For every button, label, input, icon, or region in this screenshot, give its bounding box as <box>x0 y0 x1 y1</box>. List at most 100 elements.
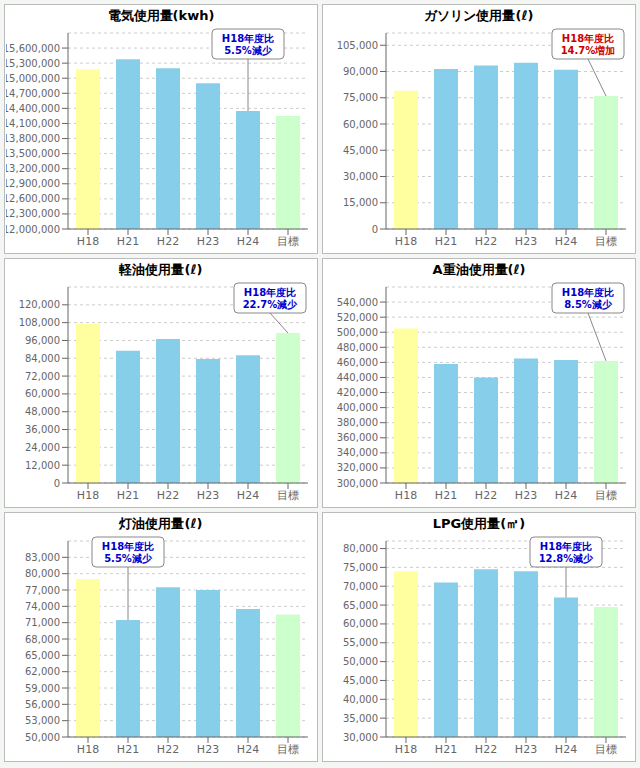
svg-text:12,900,000: 12,900,000 <box>8 178 60 189</box>
svg-text:H23: H23 <box>515 743 537 756</box>
svg-text:360,000: 360,000 <box>337 432 378 443</box>
svg-text:60,000: 60,000 <box>25 388 60 399</box>
svg-text:500,000: 500,000 <box>337 327 378 338</box>
svg-text:53,000: 53,000 <box>25 715 60 726</box>
svg-text:H22: H22 <box>157 235 179 248</box>
svg-text:74,000: 74,000 <box>25 601 60 612</box>
svg-text:75,000: 75,000 <box>343 562 378 573</box>
svg-text:320,000: 320,000 <box>337 462 378 473</box>
svg-text:14,700,000: 14,700,000 <box>8 88 60 99</box>
svg-text:12,000: 12,000 <box>25 460 60 471</box>
svg-text:71,000: 71,000 <box>25 617 60 628</box>
svg-text:30,000: 30,000 <box>343 732 378 743</box>
svg-text:13,200,000: 13,200,000 <box>8 163 60 174</box>
svg-text:目標: 目標 <box>277 489 299 502</box>
svg-text:59,000: 59,000 <box>25 683 60 694</box>
svg-text:105,000: 105,000 <box>337 40 378 51</box>
svg-text:540,000: 540,000 <box>337 297 378 308</box>
svg-text:H24: H24 <box>237 235 259 248</box>
svg-text:84,000: 84,000 <box>25 353 60 364</box>
svg-text:480,000: 480,000 <box>337 342 378 353</box>
svg-text:90,000: 90,000 <box>343 66 378 77</box>
svg-text:520,000: 520,000 <box>337 312 378 323</box>
svg-text:H23: H23 <box>515 235 537 248</box>
svg-text:15,000: 15,000 <box>343 197 378 208</box>
svg-text:60,000: 60,000 <box>343 119 378 130</box>
svg-text:62,000: 62,000 <box>25 666 60 677</box>
svg-text:77,000: 77,000 <box>25 585 60 596</box>
svg-text:75,000: 75,000 <box>343 92 378 103</box>
svg-text:H18年度比22.7%減少: H18年度比22.7%減少 <box>243 287 299 310</box>
svg-text:70,000: 70,000 <box>343 581 378 592</box>
svg-text:35,000: 35,000 <box>343 713 378 724</box>
svg-text:H24: H24 <box>555 489 577 502</box>
svg-text:H18年度比5.5%減少: H18年度比5.5%減少 <box>222 33 274 56</box>
svg-text:96,000: 96,000 <box>25 335 60 346</box>
svg-text:50,000: 50,000 <box>25 732 60 743</box>
svg-text:12,000,000: 12,000,000 <box>8 224 60 235</box>
svg-text:H18: H18 <box>395 489 417 502</box>
svg-text:H18: H18 <box>395 235 417 248</box>
svg-text:108,000: 108,000 <box>19 317 60 328</box>
svg-text:目標: 目標 <box>595 489 617 502</box>
svg-text:H21: H21 <box>117 743 139 756</box>
svg-text:0: 0 <box>54 478 60 489</box>
svg-text:H21: H21 <box>435 235 457 248</box>
svg-text:40,000: 40,000 <box>343 694 378 705</box>
svg-text:H23: H23 <box>197 743 219 756</box>
svg-text:460,000: 460,000 <box>337 357 378 368</box>
svg-text:H21: H21 <box>435 743 457 756</box>
svg-text:H22: H22 <box>157 489 179 502</box>
svg-text:H23: H23 <box>197 489 219 502</box>
svg-text:H18: H18 <box>395 743 417 756</box>
svg-text:56,000: 56,000 <box>25 699 60 710</box>
svg-text:H18年度比12.8%減少: H18年度比12.8%減少 <box>539 541 595 564</box>
svg-text:H21: H21 <box>117 235 139 248</box>
svg-text:15,000,000: 15,000,000 <box>8 73 60 84</box>
svg-text:340,000: 340,000 <box>337 447 378 458</box>
svg-text:15,600,000: 15,600,000 <box>8 43 60 54</box>
svg-text:H18年度比8.5%減少: H18年度比8.5%減少 <box>562 287 614 310</box>
svg-text:45,000: 45,000 <box>343 145 378 156</box>
svg-text:48,000: 48,000 <box>25 406 60 417</box>
svg-text:24,000: 24,000 <box>25 442 60 453</box>
svg-text:80,000: 80,000 <box>343 543 378 554</box>
svg-text:13,800,000: 13,800,000 <box>8 133 60 144</box>
svg-text:440,000: 440,000 <box>337 372 378 383</box>
svg-text:83,000: 83,000 <box>25 552 60 563</box>
svg-text:H21: H21 <box>435 489 457 502</box>
svg-text:H18: H18 <box>77 743 99 756</box>
svg-text:H24: H24 <box>555 235 577 248</box>
svg-text:目標: 目標 <box>595 743 617 756</box>
svg-text:H22: H22 <box>157 743 179 756</box>
svg-text:H22: H22 <box>475 743 497 756</box>
svg-text:12,600,000: 12,600,000 <box>8 193 60 204</box>
svg-text:36,000: 36,000 <box>25 424 60 435</box>
svg-text:60,000: 60,000 <box>343 618 378 629</box>
svg-text:H24: H24 <box>237 743 259 756</box>
svg-text:目標: 目標 <box>277 235 299 248</box>
svg-text:420,000: 420,000 <box>337 387 378 398</box>
svg-text:14,100,000: 14,100,000 <box>8 118 60 129</box>
svg-text:50,000: 50,000 <box>343 656 378 667</box>
svg-text:400,000: 400,000 <box>337 402 378 413</box>
svg-text:H18年度比14.7%増加: H18年度比14.7%増加 <box>561 33 616 56</box>
svg-text:H23: H23 <box>515 489 537 502</box>
svg-text:目標: 目標 <box>595 235 617 248</box>
svg-text:300,000: 300,000 <box>337 478 378 489</box>
svg-text:80,000: 80,000 <box>25 568 60 579</box>
svg-text:H18年度比5.5%減少: H18年度比5.5%減少 <box>102 541 154 564</box>
svg-text:14,400,000: 14,400,000 <box>8 103 60 114</box>
svg-text:0: 0 <box>372 224 378 235</box>
svg-text:目標: 目標 <box>277 743 299 756</box>
svg-text:H18: H18 <box>77 489 99 502</box>
svg-text:30,000: 30,000 <box>343 171 378 182</box>
svg-text:H18: H18 <box>77 235 99 248</box>
svg-text:15,300,000: 15,300,000 <box>8 58 60 69</box>
svg-text:13,500,000: 13,500,000 <box>8 148 60 159</box>
svg-text:H22: H22 <box>475 489 497 502</box>
svg-text:45,000: 45,000 <box>343 675 378 686</box>
svg-text:H22: H22 <box>475 235 497 248</box>
svg-text:H24: H24 <box>555 743 577 756</box>
svg-text:380,000: 380,000 <box>337 417 378 428</box>
